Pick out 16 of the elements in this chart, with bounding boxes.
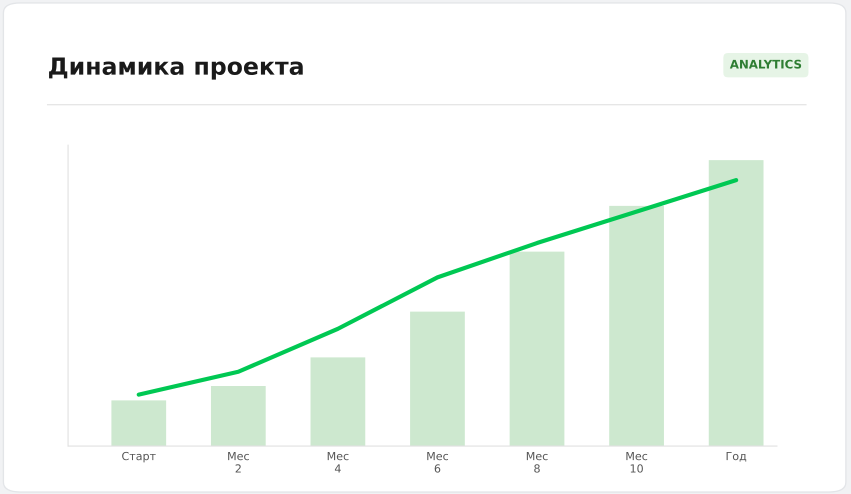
x-tick-label: Старт — [122, 452, 156, 462]
x-tick-label: Мес 10 — [626, 452, 648, 473]
bar — [111, 400, 166, 446]
bar — [410, 312, 465, 446]
x-tick-label: Год — [726, 452, 746, 462]
bar — [210, 386, 266, 446]
x-tick-label: Мес 8 — [526, 452, 548, 473]
chart-title: Динамика проекта — [49, 57, 303, 80]
x-tick-label: Мес 4 — [328, 452, 348, 473]
bar — [310, 357, 366, 446]
text: ANALYTICS — [730, 60, 802, 69]
bar — [609, 206, 664, 446]
x-tick-label: Мес 2 — [228, 452, 249, 473]
bar — [708, 160, 764, 446]
bar — [510, 252, 564, 446]
x-tick-label: Мес 6 — [427, 452, 448, 473]
